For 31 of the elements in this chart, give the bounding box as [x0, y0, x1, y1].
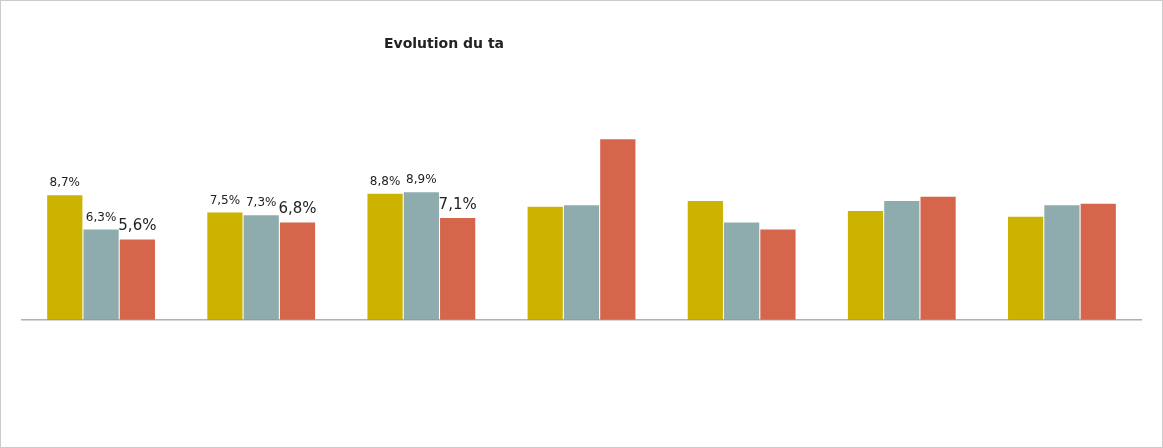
data-label: 7,3%: [245, 195, 277, 210]
bar: [1044, 205, 1080, 320]
data-label: 6,8%: [278, 198, 317, 217]
bar: [403, 192, 439, 320]
data-label: 8,9%: [406, 172, 437, 187]
bar: [760, 229, 796, 320]
bar: [527, 206, 563, 320]
bar: [47, 195, 83, 320]
data-label: 7,1%: [438, 194, 477, 213]
bar: [440, 218, 476, 320]
data-label: 6,3%: [85, 209, 117, 224]
data-label: 5,6%: [118, 216, 157, 234]
data-label: 8,8%: [369, 173, 401, 188]
chart-title: Evolution du ta: [384, 35, 505, 51]
bar: [279, 222, 316, 320]
bar: [367, 193, 403, 320]
bar: [1080, 203, 1116, 320]
data-label: 7,5%: [209, 192, 241, 207]
bar: [1008, 216, 1044, 320]
bar: [847, 210, 884, 320]
bar: [119, 239, 155, 320]
bar: [243, 215, 279, 320]
bar: [600, 139, 636, 320]
bar: [83, 229, 119, 320]
bar: [563, 205, 600, 320]
bar: [687, 200, 723, 320]
data-label: 8,7%: [49, 175, 81, 190]
bar: [724, 222, 760, 320]
bar: [920, 196, 956, 320]
bar: [207, 212, 243, 320]
bar: [884, 200, 920, 320]
